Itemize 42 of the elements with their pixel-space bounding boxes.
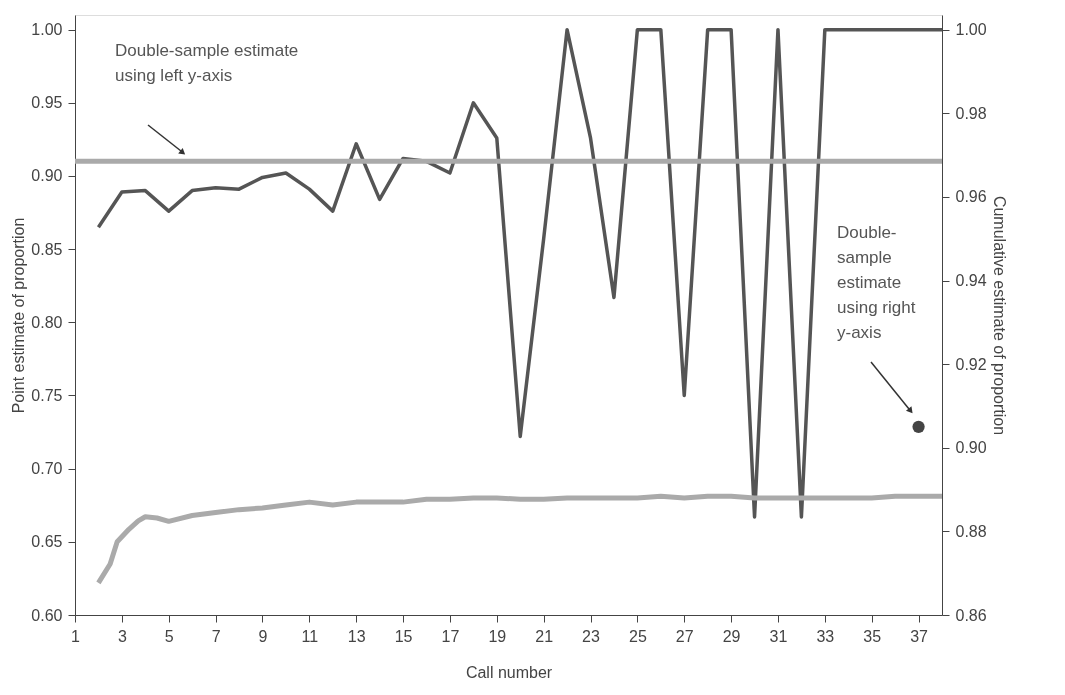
x-tick-label: 13 [347, 627, 366, 645]
x-tick-label: 27 [675, 627, 694, 645]
x-tick-label: 15 [394, 627, 413, 645]
y-tick-label: 0.60 [31, 606, 63, 624]
y-tick-label: 0.95 [31, 94, 63, 112]
y-axis-title: Point estimate of proportion [10, 217, 28, 414]
x-tick-label: 21 [535, 627, 554, 645]
y-tick-label: 1.00 [31, 21, 63, 39]
x-axis-title: Call number [465, 663, 553, 681]
x-tick-label: 23 [582, 627, 601, 645]
y-tick-label: 0.90 [31, 167, 63, 185]
annotation: Double-sample estimate using left y-axis [115, 41, 299, 85]
x-tick-label: 25 [628, 627, 647, 645]
y2-tick-label: 1.00 [955, 21, 987, 39]
y-tick-label: 0.75 [31, 386, 63, 404]
x-tick-label: 35 [863, 627, 882, 645]
x-tick-label: 5 [164, 627, 174, 645]
x-tick-label: 3 [117, 627, 127, 645]
y2-tick-label: 0.98 [955, 104, 987, 122]
y2-tick-label: 0.92 [955, 355, 987, 373]
x-tick-label: 17 [441, 627, 460, 645]
y2-tick-label: 0.88 [955, 522, 987, 540]
annotation: Double-sample estimate using right y-axis [837, 223, 916, 342]
x-tick-label: 29 [722, 627, 741, 645]
x-tick-label: 31 [769, 627, 788, 645]
x-tick-label: 37 [910, 627, 929, 645]
y-tick-label: 0.85 [31, 240, 63, 258]
y2-axis-title: Cumulative estimate of proportion [990, 195, 1008, 436]
y2-tick-label: 0.90 [955, 439, 987, 457]
y-tick-label: 0.65 [31, 533, 63, 551]
x-tick-label: 19 [488, 627, 507, 645]
y2-tick-label: 0.94 [955, 272, 987, 290]
x-tick-label: 33 [816, 627, 835, 645]
x-tick-label: 9 [258, 627, 268, 645]
x-tick-label: 11 [301, 627, 319, 645]
y2-tick-label: 0.86 [955, 606, 987, 624]
y-tick-label: 0.70 [31, 460, 63, 478]
x-tick-label: 1 [71, 627, 81, 645]
x-tick-label: 7 [211, 627, 221, 645]
y-tick-label: 0.80 [31, 313, 63, 331]
line-series [96, 27, 942, 519]
y2-tick-label: 0.96 [955, 188, 987, 206]
